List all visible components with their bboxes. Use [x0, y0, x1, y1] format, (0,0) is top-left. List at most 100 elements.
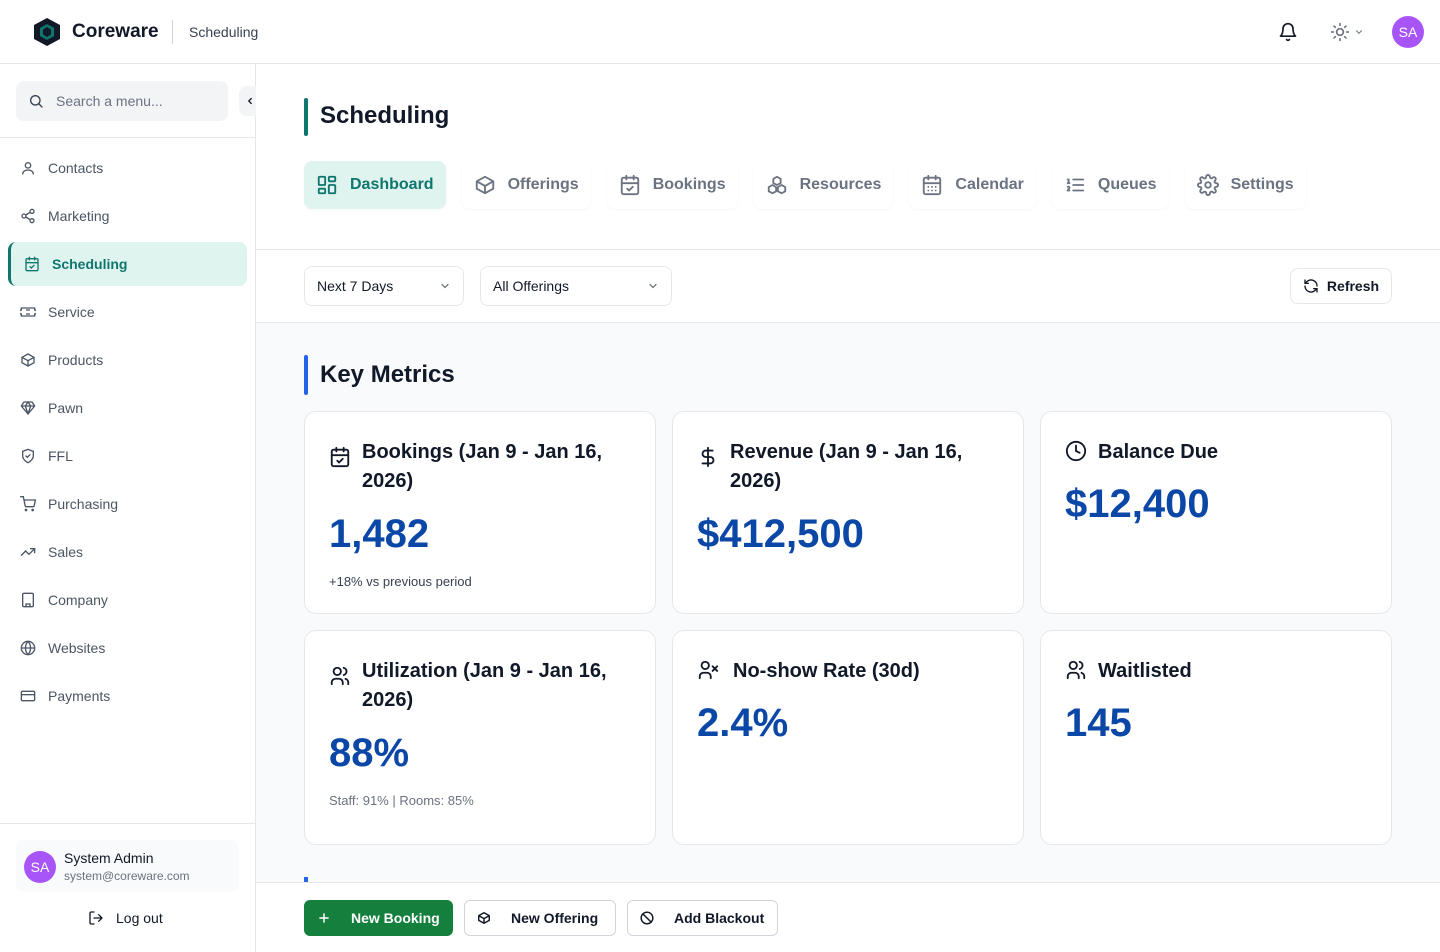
tab-bookings[interactable]: Bookings — [606, 161, 738, 209]
section-accent-bar — [304, 355, 308, 395]
metric-label: Bookings (Jan 9 - Jan 16, 2026) — [362, 441, 603, 492]
sidebar-item-payments[interactable]: Payments — [8, 674, 247, 718]
new-booking-button[interactable]: New Booking — [304, 900, 453, 936]
bell-icon[interactable] — [1278, 22, 1298, 42]
metric-subtext: Staff: 91% | Rooms: 85% — [329, 793, 474, 808]
tab-bar: Dashboard Offerings Bookings Resources C… — [304, 161, 1306, 209]
coreware-logo-icon[interactable] — [32, 17, 62, 47]
metric-card-balance-due: Balance Due $12,400 — [1040, 411, 1392, 614]
tab-label: Bookings — [652, 176, 726, 193]
tab-queues[interactable]: Queues — [1051, 161, 1169, 209]
user-card[interactable]: SA System Admin system@coreware.com — [16, 840, 239, 892]
date-range-select[interactable]: Next 7 Days — [304, 266, 464, 306]
theme-toggle[interactable] — [1330, 20, 1370, 44]
date-range-value: Next 7 Days — [317, 278, 394, 294]
gear-icon — [1196, 174, 1219, 196]
collapse-sidebar-button[interactable] — [239, 86, 261, 116]
logout-button[interactable]: Log out — [88, 908, 163, 928]
sidebar-item-label: Websites — [48, 640, 106, 656]
metric-value: $412,500 — [697, 512, 864, 556]
tab-resources[interactable]: Resources — [753, 161, 894, 209]
metric-card-utilization: Utilization (Jan 9 - Jan 16, 2026) 88% S… — [304, 630, 656, 845]
logout-label: Log out — [116, 910, 163, 926]
sidebar-item-pawn[interactable]: Pawn — [8, 386, 247, 430]
menu-search-input[interactable] — [56, 93, 216, 109]
logout-icon — [88, 910, 104, 926]
new-offering-button[interactable]: New Offering — [464, 900, 616, 936]
brand-divider — [172, 20, 173, 44]
metric-label: Revenue (Jan 9 - Jan 16, 2026) — [730, 441, 963, 492]
add-blackout-button[interactable]: Add Blackout — [627, 900, 778, 936]
offering-select[interactable]: All Offerings — [480, 266, 672, 306]
metric-subtext: +18% vs previous period — [329, 574, 472, 589]
plus-icon — [317, 911, 331, 925]
brand-name[interactable]: Coreware — [72, 21, 159, 42]
sidebar-item-company[interactable]: Company — [8, 578, 247, 622]
sun-icon — [1330, 22, 1350, 42]
sidebar-item-scheduling[interactable]: Scheduling — [8, 242, 247, 286]
clock-icon — [1065, 440, 1087, 462]
user-avatar[interactable]: SA — [1392, 16, 1424, 48]
sidebar-item-products[interactable]: Products — [8, 338, 247, 382]
user-name: System Admin — [64, 850, 154, 866]
sidebar-item-label: Sales — [48, 544, 84, 560]
sidebar-footer-divider — [0, 823, 255, 824]
offering-value: All Offerings — [493, 278, 569, 294]
sidebar-item-service[interactable]: Service — [8, 290, 247, 334]
sidebar-nav: Contacts Marketing Scheduling Service Pr… — [8, 146, 247, 722]
calendar-icon — [921, 174, 943, 196]
tab-label: Offerings — [507, 176, 579, 193]
breadcrumb[interactable]: Scheduling — [189, 24, 259, 40]
user-x-icon — [697, 659, 719, 681]
trend-up-icon — [20, 544, 36, 560]
avatar: SA — [24, 851, 56, 883]
sidebar-item-websites[interactable]: Websites — [8, 626, 247, 670]
menu-search[interactable] — [16, 81, 228, 121]
metric-label: Waitlisted — [1098, 660, 1192, 682]
dashboard-grid-icon — [316, 174, 338, 196]
cart-icon — [20, 496, 36, 512]
sidebar-item-label: Pawn — [48, 400, 84, 416]
filter-bar: Next 7 Days All Offerings Refresh — [256, 250, 1440, 323]
sidebar-item-ffl[interactable]: FFL — [8, 434, 247, 478]
chevron-down-icon — [1354, 27, 1364, 37]
tab-offerings[interactable]: Offerings — [461, 161, 591, 209]
tab-calendar[interactable]: Calendar — [909, 161, 1036, 209]
chevron-down-icon — [439, 280, 451, 292]
metric-card-bookings: Bookings (Jan 9 - Jan 16, 2026) 1,482 +1… — [304, 411, 656, 614]
box-icon — [474, 174, 496, 196]
sidebar-item-marketing[interactable]: Marketing — [8, 194, 247, 238]
tab-label: Settings — [1230, 176, 1294, 193]
tab-dashboard[interactable]: Dashboard — [304, 161, 446, 209]
globe-icon — [20, 640, 36, 656]
page-title: Scheduling — [320, 102, 450, 129]
new-offering-label: New Offering — [511, 910, 599, 926]
add-blackout-label: Add Blackout — [674, 910, 765, 926]
refresh-button[interactable]: Refresh — [1290, 268, 1392, 304]
gem-icon — [20, 400, 36, 416]
calendar-check-icon — [619, 174, 641, 196]
sidebar-item-label: Contacts — [48, 160, 104, 176]
share-icon — [20, 208, 36, 224]
sidebar-item-label: Marketing — [48, 208, 110, 224]
calendar-check-icon — [24, 256, 40, 272]
user-icon — [20, 160, 36, 176]
metric-value: 88% — [329, 731, 410, 775]
sidebar-item-purchasing[interactable]: Purchasing — [8, 482, 247, 526]
sidebar-item-label: Payments — [48, 688, 111, 704]
sidebar-item-contacts[interactable]: Contacts — [8, 146, 247, 190]
tab-label: Dashboard — [350, 176, 434, 193]
new-booking-label: New Booking — [351, 910, 440, 926]
ticket-icon — [20, 304, 36, 320]
search-icon — [28, 93, 44, 109]
list-ordered-icon — [1064, 174, 1086, 196]
section-title: Key Metrics — [320, 361, 455, 388]
box-icon — [20, 352, 36, 368]
tab-settings[interactable]: Settings — [1184, 161, 1306, 209]
action-bar: New Booking New Offering Add Blackout — [256, 882, 1440, 952]
sidebar-divider — [0, 137, 255, 138]
main-content: Scheduling Dashboard Offerings Bookings … — [256, 64, 1440, 952]
sidebar-item-sales[interactable]: Sales — [8, 530, 247, 574]
ban-icon — [640, 911, 654, 925]
chevron-down-icon — [647, 280, 659, 292]
